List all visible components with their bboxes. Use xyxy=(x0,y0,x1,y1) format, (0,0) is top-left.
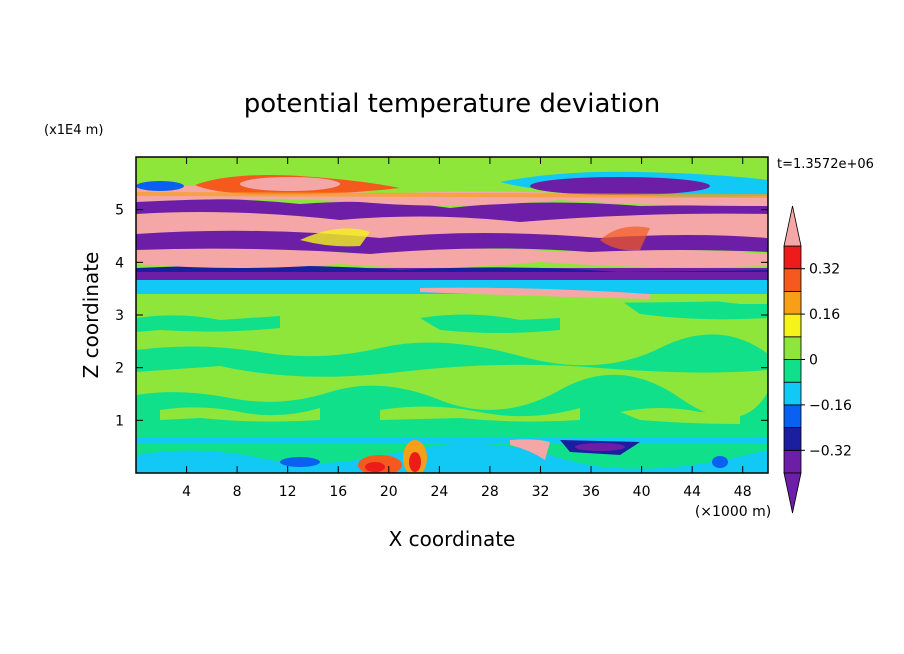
warm-core-2 xyxy=(409,452,421,472)
y-tick-label: 1 xyxy=(115,413,124,429)
chart-title: potential temperature deviation xyxy=(244,89,660,119)
x-tick-label: 8 xyxy=(233,484,242,500)
cold-core-1 xyxy=(575,443,625,451)
y-tick-label: 4 xyxy=(115,255,124,271)
boundary-top-strip xyxy=(136,437,768,443)
time-label: t=1.3572e+06 xyxy=(777,157,874,172)
warm-core-top-1 xyxy=(240,177,340,191)
y-tick-label: 3 xyxy=(115,308,124,324)
colorbar-tick-label: −0.32 xyxy=(809,443,852,459)
x-axis-ticks: 4 8 12 16 20 24 28 32 36 40 44 48 xyxy=(182,157,752,500)
contour-field xyxy=(136,157,768,473)
x-unit-label: (×1000 m) xyxy=(695,504,771,520)
x-tick-label: 32 xyxy=(532,484,550,500)
cold-cell-2 xyxy=(712,456,728,468)
x-tick-label: 24 xyxy=(430,484,448,500)
colorbar-swatch xyxy=(783,427,802,451)
x-tick-label: 36 xyxy=(582,484,600,500)
colorbar-swatch xyxy=(783,359,802,383)
colorbar-swatch xyxy=(783,336,802,360)
y-unit-label: (x1E4 m) xyxy=(44,123,103,138)
cold-core-top xyxy=(530,177,710,195)
colorbar-swatch xyxy=(783,313,802,338)
x-tick-label: 4 xyxy=(182,484,191,500)
colorbar-tick-label: 0.32 xyxy=(809,262,840,278)
cyan-strip xyxy=(136,280,768,294)
cool-patch-2 xyxy=(280,457,320,467)
x-tick-label: 48 xyxy=(734,484,752,500)
cool-patch-1 xyxy=(184,452,216,464)
warm-layer-1 xyxy=(136,247,768,268)
colorbar-tick-label: 0.16 xyxy=(809,307,840,323)
colorbar-swatch xyxy=(783,381,802,406)
x-tick-label: 20 xyxy=(380,484,398,500)
cold-layer-3 xyxy=(136,198,768,222)
x-axis-label: X coordinate xyxy=(389,527,516,551)
y-axis-ticks: 1 2 3 4 5 xyxy=(115,203,768,429)
colorbar-swatch xyxy=(783,245,802,270)
colorbar-tick-label: −0.16 xyxy=(809,398,852,414)
x-tick-label: 16 xyxy=(329,484,347,500)
y-tick-label: 2 xyxy=(115,361,124,377)
y-axis-label: Z coordinate xyxy=(79,252,103,379)
warm-layer-2 xyxy=(136,210,768,238)
colorbar-swatch xyxy=(783,449,802,474)
colorbar: 0.32 0.16 0 −0.16 −0.32 xyxy=(783,205,852,514)
y-tick-label: 5 xyxy=(115,203,124,219)
warm-core-1 xyxy=(365,462,385,472)
thin-warm-filament xyxy=(420,287,650,299)
colorbar-swatch xyxy=(783,404,802,428)
colorbar-under-arrow xyxy=(783,472,802,514)
colorbar-swatch xyxy=(783,290,802,315)
warm-cell-3 xyxy=(510,439,550,460)
colorbar-over-arrow xyxy=(783,205,802,247)
colorbar-tick-label: 0 xyxy=(809,353,818,369)
cool-edge-top xyxy=(136,181,184,191)
x-tick-label: 44 xyxy=(683,484,701,500)
colorbar-swatch xyxy=(783,268,802,292)
x-tick-label: 12 xyxy=(279,484,297,500)
x-tick-label: 28 xyxy=(481,484,499,500)
x-tick-label: 40 xyxy=(633,484,651,500)
